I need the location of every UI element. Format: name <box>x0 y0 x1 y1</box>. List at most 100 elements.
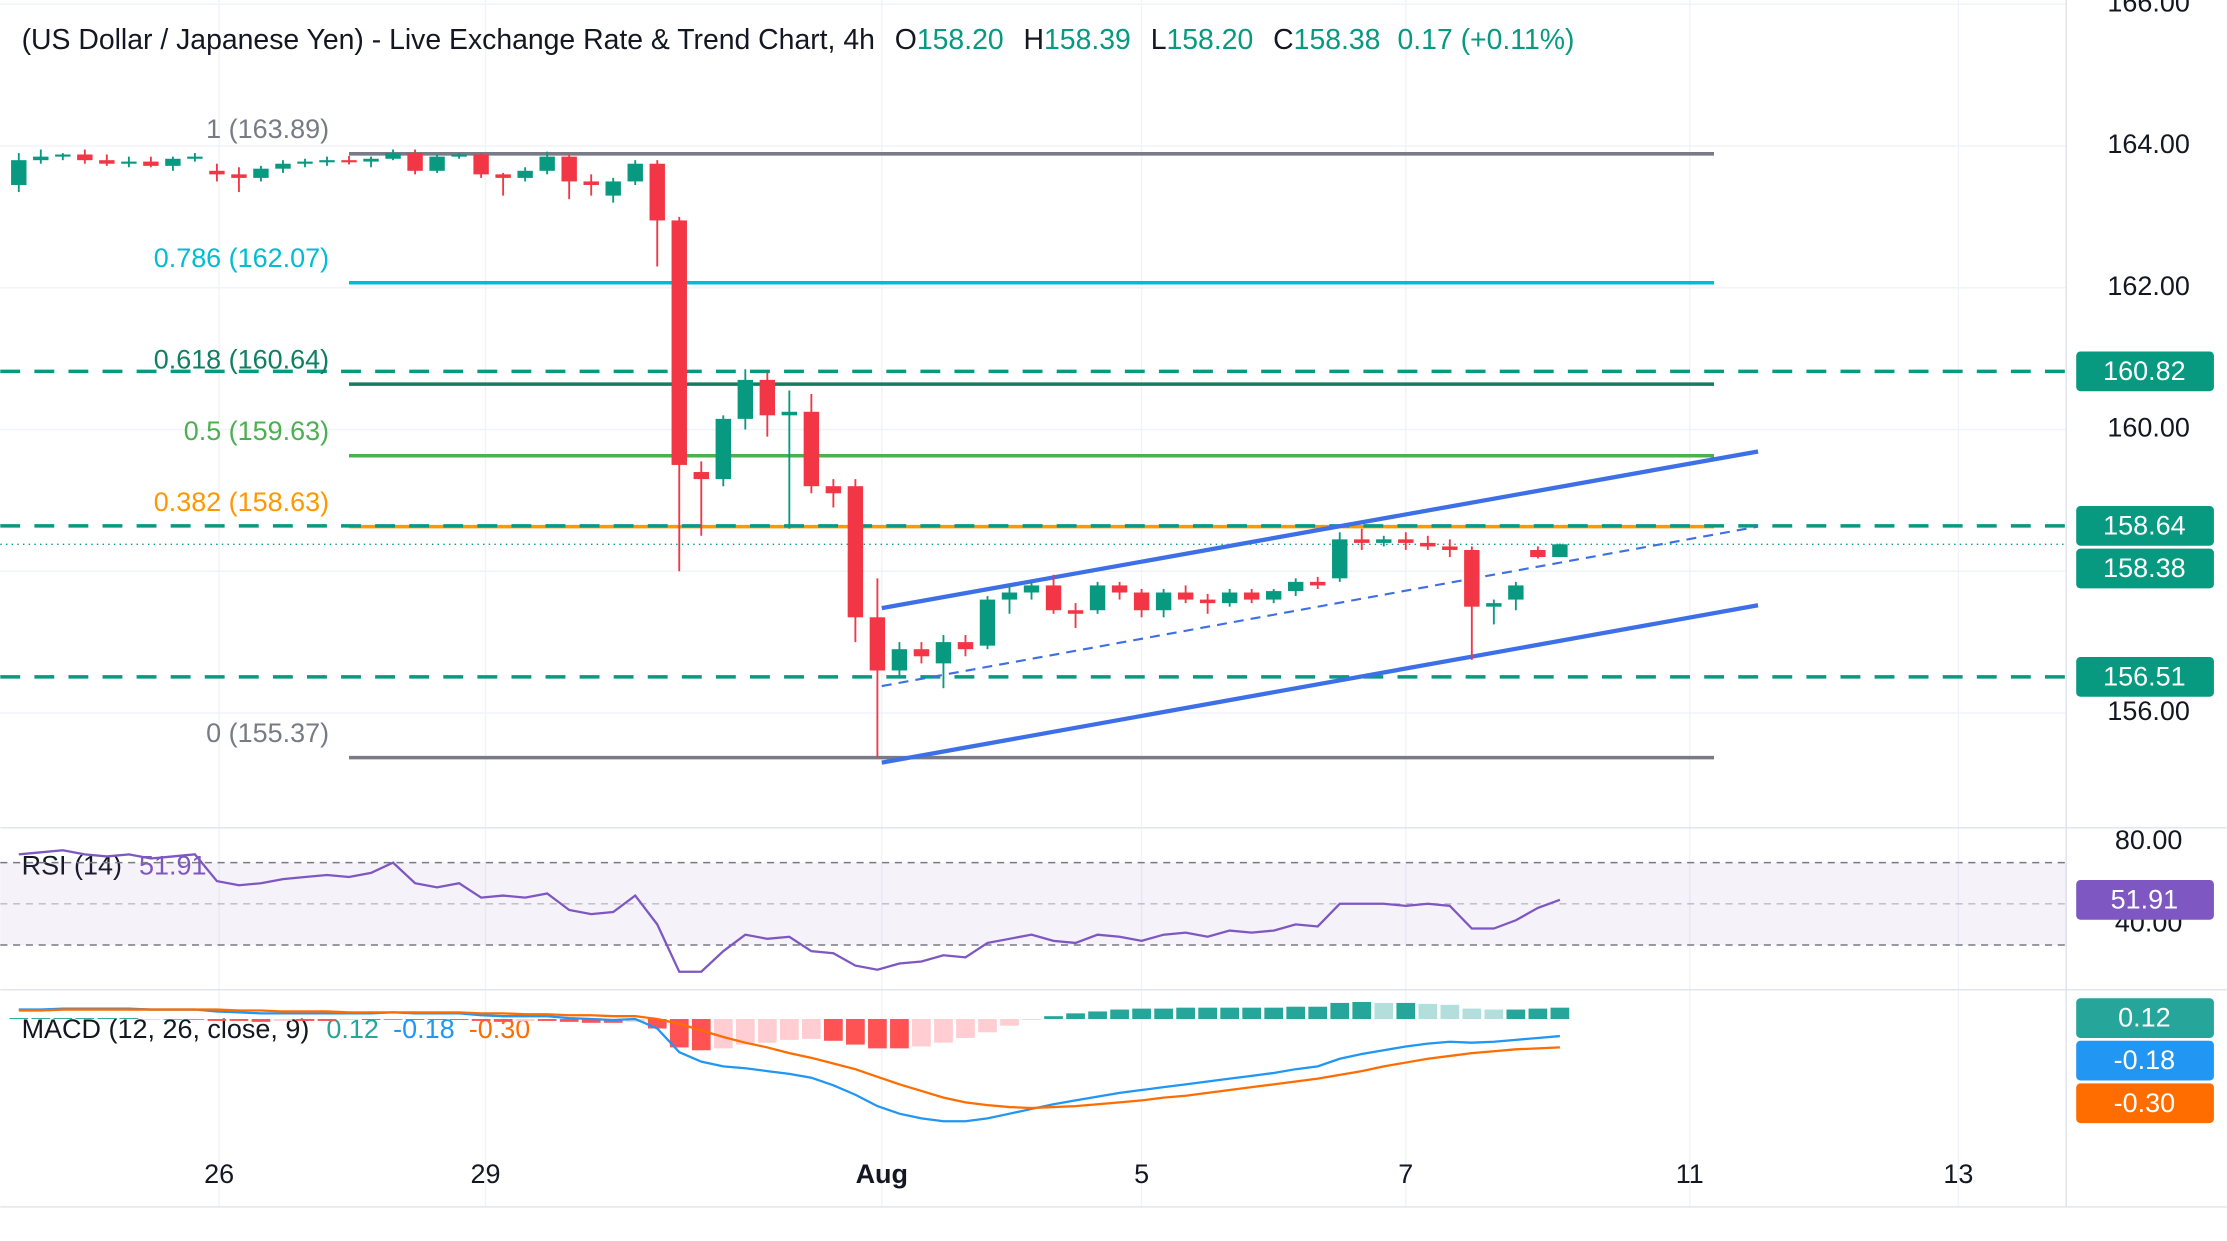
macd-histogram-bar <box>1352 1001 1372 1020</box>
macd-histogram-bar <box>295 1019 315 1021</box>
macd-histogram-bar <box>1286 1006 1306 1020</box>
macd-tag-label: -0.30 <box>2114 1088 2175 1118</box>
candle-body <box>473 154 489 175</box>
macd-histogram-bar <box>207 1019 227 1021</box>
trendline <box>881 449 1759 611</box>
macd-histogram-bar <box>163 1019 183 1020</box>
macd-histogram-bar <box>713 1019 733 1049</box>
macd-histogram-bar <box>405 1019 425 1020</box>
candle-body <box>781 411 798 416</box>
macd-histogram-bar <box>1000 1019 1019 1026</box>
candle-body <box>627 163 643 182</box>
macd-histogram-bar <box>1066 1013 1085 1020</box>
macd-histogram-bar <box>956 1019 975 1038</box>
candle-body <box>165 158 181 166</box>
candle-body <box>825 486 842 494</box>
macd-line <box>18 1008 1560 1110</box>
macd-histogram-bar <box>647 1019 667 1029</box>
ohlc-key: H <box>1024 24 1045 56</box>
ohlc-value: 158.39 <box>1044 24 1131 56</box>
macd-histogram-bar <box>383 1019 403 1020</box>
macd-histogram-bar <box>1110 1009 1129 1020</box>
rsi-tag <box>2076 879 2214 920</box>
y-tick-label: 166.00 <box>2107 0 2190 17</box>
macd-histogram-bar <box>1506 1009 1526 1020</box>
candle-body <box>1111 585 1128 593</box>
candle-body <box>715 418 731 480</box>
candle-body <box>341 160 357 163</box>
ohlc-key: O <box>895 24 917 56</box>
macd-histogram-bar <box>779 1019 799 1040</box>
x-tick-label: 7 <box>1398 1159 1413 1189</box>
candle-body <box>539 156 555 171</box>
macd-histogram-bar <box>581 1019 601 1023</box>
candle-body <box>1023 585 1040 593</box>
price-tag-label: 158.38 <box>2103 553 2185 583</box>
signal-value: -0.30 <box>469 1014 530 1044</box>
candle-body <box>1376 539 1392 543</box>
candle-body <box>1398 539 1414 543</box>
candle-body <box>297 161 313 164</box>
candle-body <box>1420 542 1436 547</box>
macd-histogram-bar <box>449 1019 469 1020</box>
x-tick-label: 13 <box>1943 1159 1973 1189</box>
candle-body <box>671 220 687 465</box>
macd-histogram-bar <box>361 1019 381 1020</box>
fib-label: 0.382 (158.63) <box>154 487 329 517</box>
candle-body <box>1243 592 1260 600</box>
y-tick-label: 160.00 <box>2107 413 2190 443</box>
candle-body <box>1464 549 1480 607</box>
candle-body <box>847 486 864 618</box>
macd-histogram-bar <box>735 1019 755 1045</box>
ohlc-key: C <box>1273 24 1294 56</box>
candle-body <box>1067 610 1084 614</box>
fib-label: 0.618 (160.64) <box>154 345 329 375</box>
candle-body <box>605 181 621 196</box>
macd-histogram-bar <box>251 1019 271 1022</box>
candle-body <box>1287 581 1304 592</box>
macd-histogram-bar <box>229 1019 249 1021</box>
x-tick-label: Aug <box>856 1159 908 1189</box>
x-tick-label: 11 <box>1676 1159 1704 1189</box>
macd-histogram-bar <box>185 1019 205 1020</box>
candle-body <box>1177 592 1194 600</box>
macd-histogram-bar <box>427 1019 447 1020</box>
candle-body <box>77 154 93 161</box>
candle-body <box>1530 549 1546 558</box>
macd-histogram-bar <box>978 1019 997 1033</box>
candle-body <box>913 649 930 657</box>
trendline <box>881 525 1759 688</box>
macd-tag <box>2076 998 2214 1038</box>
macd-tag <box>2076 1040 2214 1081</box>
candle-body <box>1354 539 1370 543</box>
change: 0.17 (+0.11%) <box>1398 24 1575 56</box>
macd-histogram-bar <box>339 1019 359 1020</box>
ohlc-value: 158.20 <box>917 24 1004 56</box>
candle-body <box>1552 544 1568 558</box>
candle-body <box>649 163 665 221</box>
macd-histogram-bar <box>1154 1008 1173 1020</box>
candle-body <box>33 156 49 161</box>
macd-tag-label: -0.18 <box>2114 1045 2175 1075</box>
rsi-tick-label: 80.00 <box>2115 825 2183 855</box>
fib-label: 0.786 (162.07) <box>154 243 329 273</box>
macd-histogram-bar <box>691 1019 711 1051</box>
candle-body <box>407 153 423 171</box>
candle-body <box>1089 585 1106 611</box>
candle-body <box>737 379 754 419</box>
ohlc-value: 158.38 <box>1294 24 1381 56</box>
macd-histogram-bar <box>1198 1007 1217 1020</box>
macd-histogram-bar <box>119 1018 139 1020</box>
macd-histogram-bar <box>1550 1007 1570 1020</box>
candle-body <box>143 161 159 166</box>
macd-histogram-bar <box>1396 1002 1416 1020</box>
macd-histogram-bar <box>934 1019 953 1043</box>
macd-histogram-bar <box>1308 1006 1328 1020</box>
candle-body <box>121 161 137 164</box>
candle-body <box>231 174 247 178</box>
candle-body <box>1221 592 1238 604</box>
macd-histogram-bar <box>868 1019 887 1049</box>
grid <box>0 0 2067 1207</box>
